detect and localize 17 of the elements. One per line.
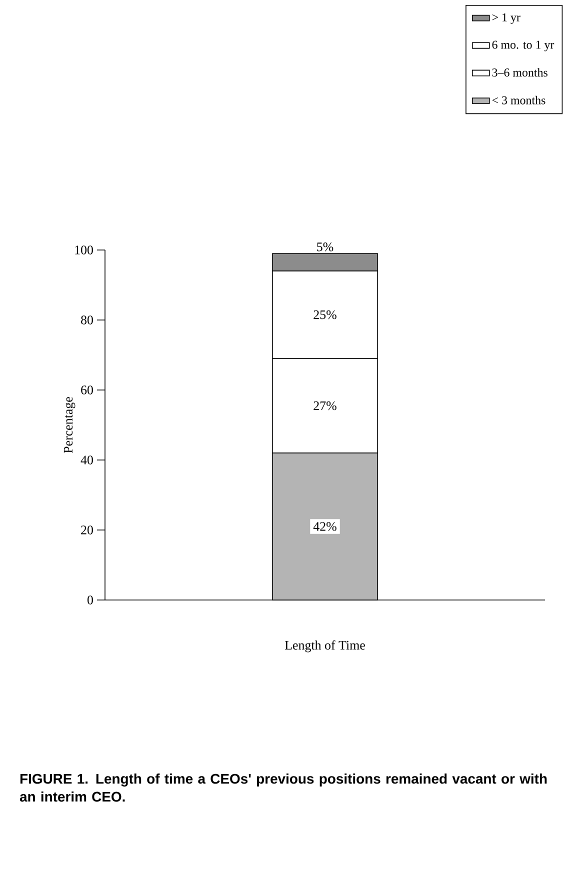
y-tick-label: 60 <box>81 386 93 394</box>
legend-label: 6 mo. to 1 yr <box>492 40 554 52</box>
y-axis-title: Percentage <box>64 397 76 454</box>
legend-label: > 1 yr <box>492 13 520 24</box>
y-tick-label: 100 <box>75 246 93 254</box>
y-tick-label: 0 <box>88 596 93 604</box>
text: FIGURE 1. Length of time a CEOs' previous positions remained vacant or with an interim CEO. <box>20 774 547 802</box>
data-label: 5% <box>317 242 334 252</box>
y-tick-label: 20 <box>81 526 93 534</box>
data-label: 25% <box>314 310 336 320</box>
legend-label: 3–6 months <box>492 68 548 77</box>
y-tick-label: 80 <box>81 316 93 324</box>
y-tick-label: 40 <box>80 456 93 464</box>
legend-label: < 3 months <box>492 96 546 104</box>
x-axis-title: Length of Time <box>284 640 365 652</box>
data-label: 42% <box>313 522 336 531</box>
data-label: 27% <box>314 401 336 410</box>
